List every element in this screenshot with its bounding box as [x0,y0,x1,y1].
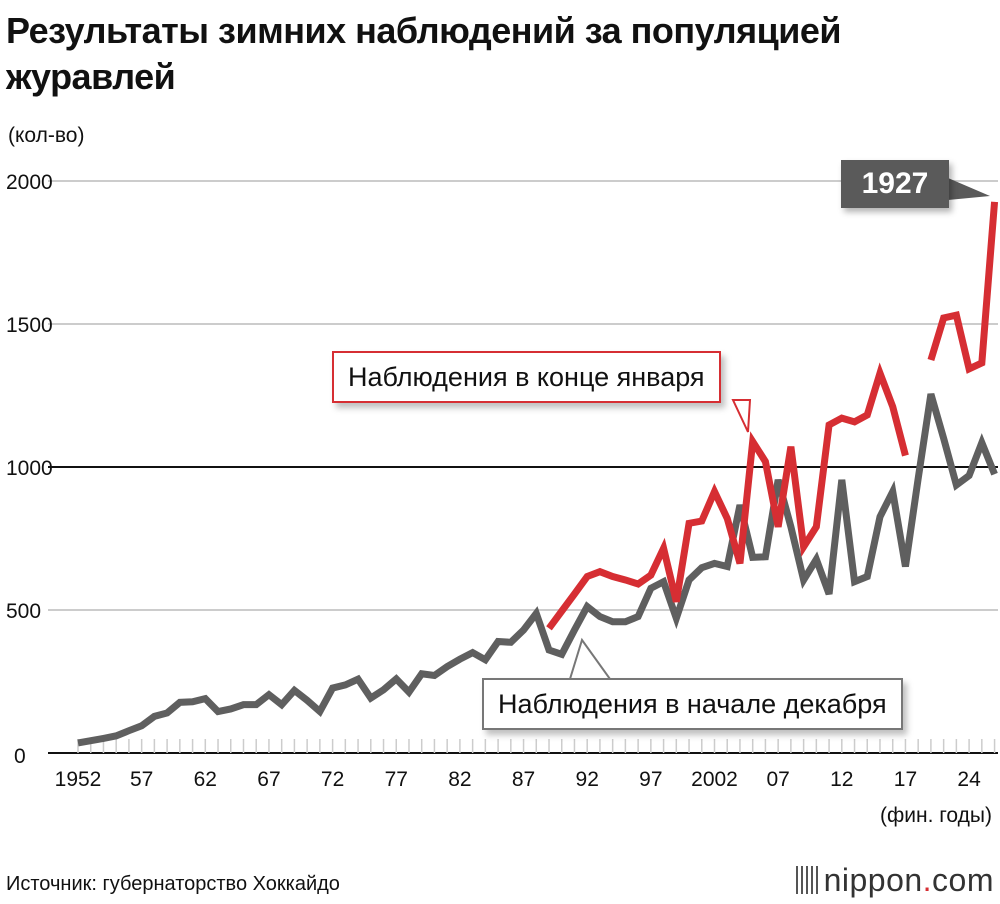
x-tick-label: 24 [957,768,981,791]
callout-red-tail [731,399,752,433]
x-tick-label: 07 [766,768,789,791]
y-tick-label: 1500 [6,314,53,337]
badge-tail [948,178,990,200]
nippon-logo: nippon.com [795,862,994,899]
x-tick-label: 62 [194,768,217,791]
series-line-january [927,201,999,374]
x-axis-label: (фин. годы) [879,804,992,827]
x-tick-label: 87 [512,768,535,791]
x-tick-label: 77 [385,768,408,791]
chart-title: Результаты зимних наблюдений за популяци… [6,10,841,97]
y-tick-label: 2000 [6,171,53,194]
x-tick-label: 1952 [55,768,102,791]
x-tick-label: 57 [130,768,153,791]
y-tick-label: 1000 [6,457,53,480]
source-note: Источник: губернаторство Хоккайдо [6,873,340,895]
x-tick-label: 92 [576,768,599,791]
x-tick-label: 17 [894,768,917,791]
x-tick-label: 82 [448,768,471,791]
y-axis-label: (кол-во) [8,124,85,147]
x-tick-label: 12 [830,768,853,791]
legend-december: Наблюдения в начале декабря [482,678,903,730]
peak-value-badge: 1927 [841,160,949,208]
legend-january: Наблюдения в конце января [332,351,721,403]
x-tick-label: 72 [321,768,344,791]
x-ticks [77,739,996,753]
y-tick-label: 0 [14,745,26,768]
series-line-january [546,362,909,631]
x-tick-label: 97 [639,768,662,791]
callout-gray-tail [568,637,612,680]
tick-labels: 500 1000 1500 2000 0 1952 57 62 67 72 77 82 87 92 97 20… [6,171,981,791]
series-lines [77,201,999,747]
x-tick-label: 2002 [691,768,738,791]
logo-icon [795,866,818,894]
gridlines [48,180,998,754]
x-tick-label: 67 [257,768,280,791]
y-tick-label: 500 [6,600,41,623]
